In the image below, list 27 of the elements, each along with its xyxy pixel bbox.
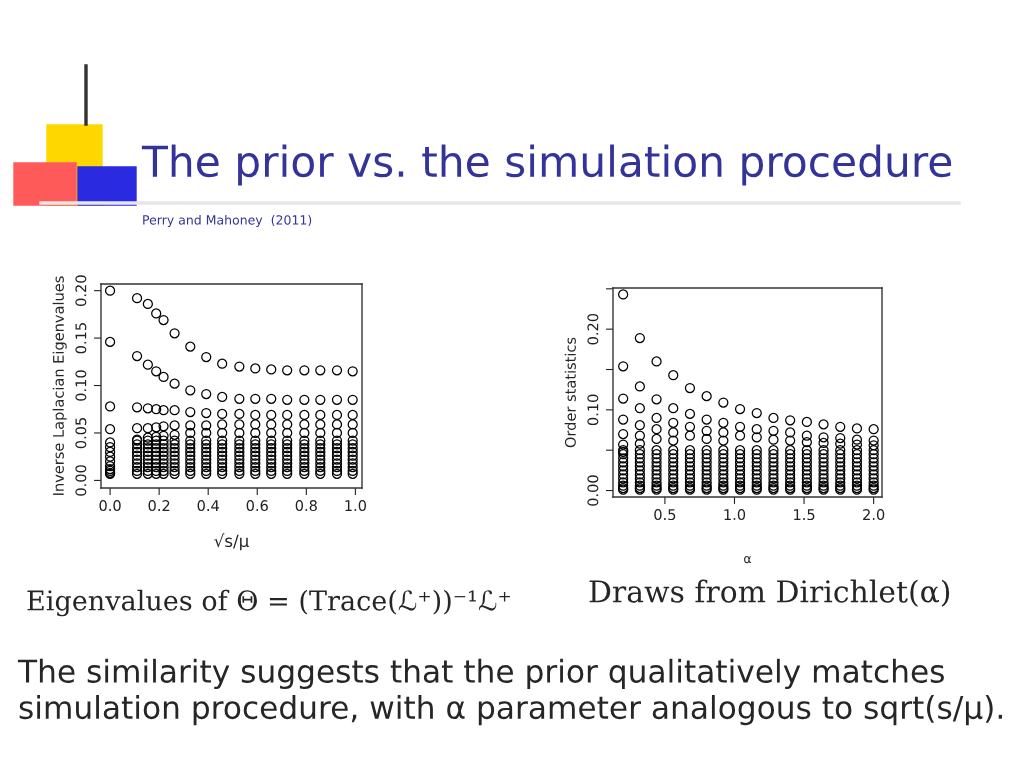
y-axis-title: Order statistics (564, 337, 576, 448)
text: The similarity suggests that the prior qualitatively matches simulation procedure, with α parameter analogous to sqrt(s/μ). (17, 658, 1002, 726)
text: Draws from Dirichlet(α) (589, 579, 950, 607)
x-tick-label: 1.0 (345, 500, 367, 512)
y-tick-label: 0.10 (587, 394, 599, 426)
x-tick-label: 0.4 (197, 500, 219, 512)
x-tick-label: 0.8 (295, 500, 317, 512)
y-tick-label: 0.15 (75, 323, 87, 354)
x-tick-label: 0.2 (148, 500, 170, 512)
x-tick-label: 1.5 (794, 509, 815, 521)
x-axis-title: α (744, 555, 752, 564)
y-tick-label: 0.00 (75, 465, 87, 496)
y-tick-label: 0.10 (75, 370, 87, 401)
x-tick-label: 0.6 (246, 500, 268, 512)
x-tick-label: 0.0 (99, 500, 121, 512)
y-tick-label: 0.20 (587, 313, 599, 345)
y-axis-title: Inverse Laplacian Eigenvalues (52, 276, 67, 495)
y-tick-label: 0.00 (587, 475, 599, 506)
y-tick-label: 0.05 (75, 418, 87, 449)
text: The prior vs. the simulation procedure (141, 144, 952, 186)
x-tick-label: 0.5 (654, 509, 676, 521)
y-tick-label: 0.20 (75, 275, 87, 306)
x-axis-title: √s/μ (214, 533, 249, 551)
chart-subtitle: Perry and Mahoney (2011) (143, 214, 312, 228)
x-tick-label: 2.0 (863, 509, 885, 521)
x-tick-label: 1.0 (724, 509, 746, 521)
text: Eigenvalues of Θ = (Trace(ℒ⁺))⁻¹ℒ⁺ (27, 589, 510, 617)
